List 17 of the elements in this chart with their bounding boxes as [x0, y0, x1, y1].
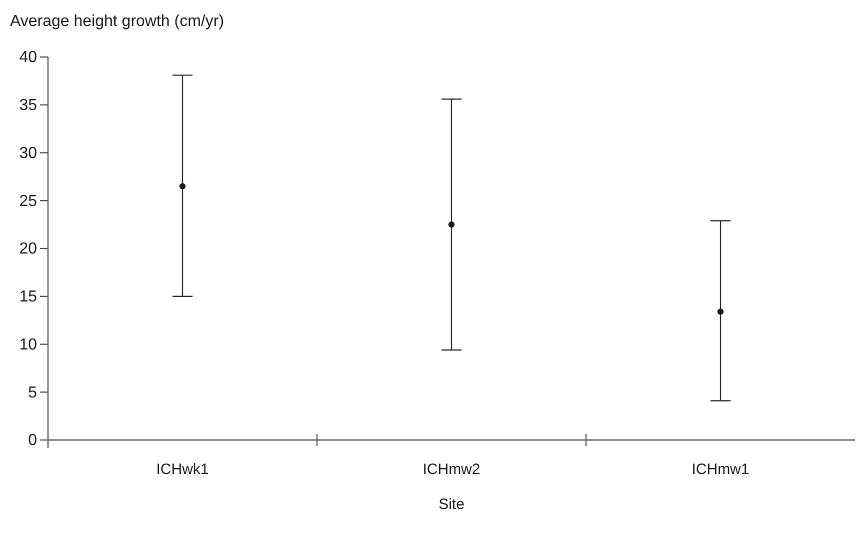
- point: [179, 183, 186, 190]
- y-tick-label: 30: [19, 144, 38, 162]
- y-tick-label: 15: [19, 288, 38, 306]
- y-tick-label: 40: [19, 49, 38, 66]
- y-tick-label: 35: [19, 96, 38, 114]
- y-tick-label: 20: [19, 240, 38, 258]
- x-tick-label: ICHwk1: [156, 461, 209, 478]
- point: [448, 221, 455, 228]
- y-tick-label: 25: [19, 192, 38, 210]
- x-tick-label: ICHmw2: [422, 461, 480, 478]
- x-tick-label: ICHmw1: [692, 461, 750, 478]
- y-tick-label: 0: [28, 432, 38, 450]
- point: [717, 308, 724, 315]
- y-tick-label: 10: [19, 336, 38, 354]
- x-axis-title: Site: [438, 496, 464, 513]
- y-axis-title: Average height growth (cm/yr): [10, 13, 224, 30]
- y-tick-label: 5: [28, 384, 38, 402]
